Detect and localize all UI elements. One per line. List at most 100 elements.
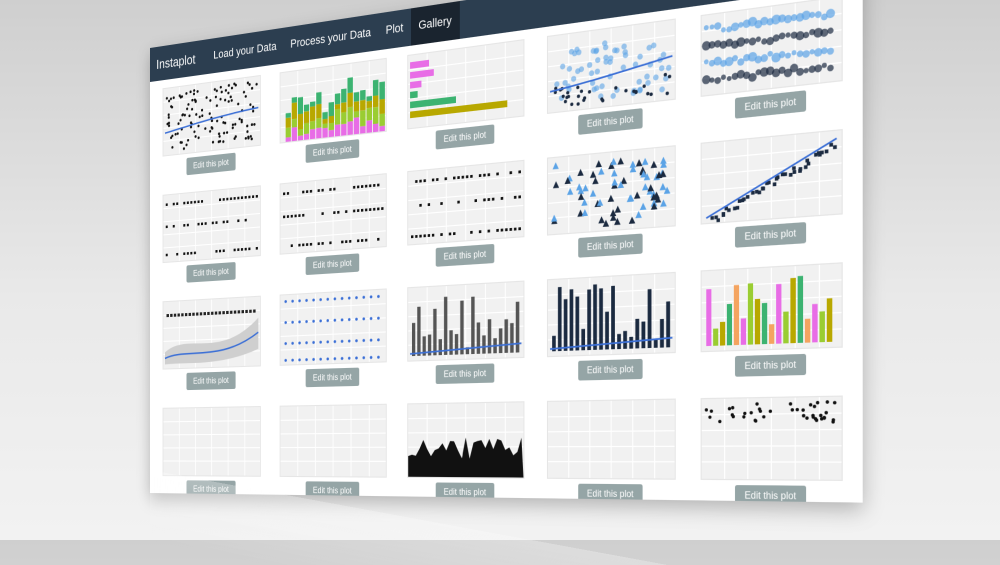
- plot-point: [226, 220, 228, 223]
- plot-point: [419, 235, 421, 238]
- plot-bar: [499, 328, 502, 353]
- plot-point: [815, 11, 822, 19]
- plot-point: [225, 89, 227, 92]
- edit-plot-button[interactable]: Edit this plot: [436, 244, 494, 267]
- edit-plot-button[interactable]: Edit this plot: [735, 485, 806, 503]
- plot-bar: [286, 113, 291, 118]
- plot-point: [197, 200, 199, 203]
- plot-point: [793, 170, 797, 174]
- plot-point: [621, 43, 626, 50]
- plot-thumbnail[interactable]: [407, 160, 524, 246]
- plot-point: [187, 224, 189, 227]
- plot-bar: [310, 129, 315, 139]
- plot-point: [582, 209, 588, 216]
- edit-plot-button[interactable]: Edit this plot: [436, 363, 494, 384]
- plot-thumbnail[interactable]: [407, 281, 524, 362]
- plot-bar: [741, 318, 746, 345]
- gallery-card: Edit this plot: [545, 18, 678, 151]
- plot-point: [805, 416, 808, 420]
- edit-plot-button[interactable]: Edit this plot: [735, 222, 806, 248]
- plot-point: [599, 83, 604, 89]
- plot-point: [742, 197, 745, 201]
- plot-bar: [310, 121, 315, 130]
- plot-thumbnail[interactable]: [163, 75, 261, 157]
- plot-point: [636, 78, 641, 85]
- plot-point: [284, 300, 286, 303]
- plot-thumbnail[interactable]: [280, 288, 387, 365]
- plot-point: [349, 240, 351, 243]
- plot-thumbnail[interactable]: [701, 395, 843, 480]
- plot-thumbnail[interactable]: [701, 129, 843, 225]
- edit-plot-button[interactable]: Edit this plot: [187, 262, 236, 283]
- plot-thumbnail[interactable]: [280, 58, 387, 144]
- gallery-card: Edit this plot: [278, 288, 389, 399]
- plot-point: [833, 145, 837, 149]
- plot-bar: [316, 127, 321, 138]
- plot-point: [708, 416, 711, 419]
- edit-plot-button[interactable]: Edit this plot: [578, 234, 642, 258]
- plot-point: [567, 95, 570, 99]
- plot-thumbnail[interactable]: [547, 272, 676, 357]
- plot-point: [567, 66, 572, 72]
- plot-thumbnail[interactable]: [701, 0, 843, 97]
- plot-thumbnail[interactable]: [547, 145, 676, 235]
- plot-point: [576, 183, 582, 191]
- plot-point: [224, 99, 226, 102]
- plot-thumbnail[interactable]: [701, 262, 843, 352]
- plot-thumbnail[interactable]: [407, 401, 524, 478]
- plot-point: [611, 169, 617, 177]
- plot-point: [501, 197, 504, 200]
- edit-plot-button[interactable]: Edit this plot: [735, 90, 806, 118]
- plot-point: [168, 99, 170, 102]
- plot-point: [219, 198, 221, 201]
- plot-point: [758, 190, 762, 194]
- edit-plot-button[interactable]: Edit this plot: [436, 482, 494, 502]
- brand-logo[interactable]: Instaplot: [156, 51, 195, 72]
- plot-point: [514, 196, 517, 199]
- edit-plot-button[interactable]: Edit this plot: [187, 153, 236, 176]
- plot-bar: [304, 104, 309, 111]
- plot-bar: [410, 91, 418, 99]
- plot-point: [329, 188, 331, 191]
- plot-bar: [666, 301, 670, 347]
- plot-point: [305, 358, 307, 361]
- plot-bar: [298, 114, 303, 130]
- nav-plot[interactable]: Plot: [378, 8, 411, 50]
- edit-plot-button[interactable]: Edit this plot: [306, 139, 359, 163]
- edit-plot-button[interactable]: Edit this plot: [187, 371, 236, 390]
- plot-thumbnail[interactable]: [547, 398, 676, 479]
- plot-bar: [367, 101, 372, 109]
- plot-bar: [335, 109, 340, 125]
- nav-gallery[interactable]: Gallery: [411, 1, 460, 46]
- plot-point: [668, 75, 671, 79]
- plot-point: [637, 53, 642, 60]
- plot-point: [370, 295, 373, 298]
- edit-plot-button[interactable]: Edit this plot: [735, 354, 806, 377]
- plot-thumbnail[interactable]: [280, 404, 387, 478]
- plot-point: [479, 174, 481, 177]
- plot-thumbnail[interactable]: [163, 406, 261, 477]
- edit-plot-button[interactable]: Edit this plot: [578, 484, 642, 503]
- plot-bar: [581, 329, 585, 350]
- edit-plot-button[interactable]: Edit this plot: [436, 124, 494, 149]
- plot-bar: [444, 297, 447, 355]
- plot-bar: [379, 126, 385, 132]
- edit-plot-button[interactable]: Edit this plot: [578, 108, 642, 135]
- plot-point: [756, 36, 761, 42]
- plot-bar: [329, 123, 334, 131]
- plot-point: [483, 198, 485, 201]
- plot-bar: [412, 323, 415, 356]
- plot-point: [334, 319, 337, 322]
- plot-thumbnail[interactable]: [280, 173, 387, 255]
- edit-plot-button[interactable]: Edit this plot: [306, 253, 359, 275]
- plot-thumbnail[interactable]: [163, 296, 261, 370]
- plot-thumbnail[interactable]: [163, 185, 261, 263]
- edit-plot-button[interactable]: Edit this plot: [578, 359, 642, 381]
- plot-thumbnail[interactable]: [407, 39, 524, 129]
- plot-point: [492, 198, 494, 201]
- plot-thumbnail[interactable]: [547, 18, 676, 114]
- edit-plot-button[interactable]: Edit this plot: [306, 368, 359, 388]
- plot-point: [365, 208, 367, 211]
- edit-plot-button[interactable]: Edit this plot: [306, 481, 359, 500]
- plot-bar: [783, 312, 788, 344]
